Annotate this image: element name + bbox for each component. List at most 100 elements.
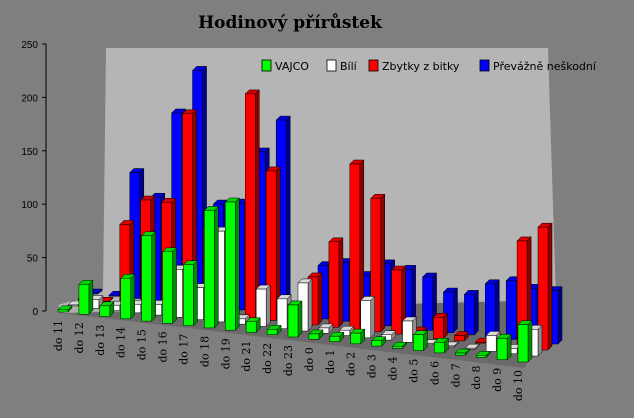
bar [141,231,157,322]
legend-item: Převážně neškodní [479,59,597,73]
bar-front [141,235,152,322]
y-tick-label: 250 [21,40,38,51]
bar-front [464,294,475,336]
bar [244,89,260,319]
bar-side [370,295,375,339]
x-tick-label: do 13 [94,325,107,356]
bar-front [108,295,120,297]
y-axis: 0 50 100 150 200 250 [21,40,47,318]
bar [57,305,73,313]
bar-side [317,272,323,326]
x-tick-label: do 5 [407,359,420,383]
bar-front [371,340,382,347]
bar [182,260,199,327]
bar-front [360,300,371,339]
bar-front [485,335,497,352]
y-tick-label: 150 [21,147,38,158]
bar-front [496,338,508,360]
bar-front [245,321,257,333]
chart-title: Hodinový přírůstek [198,12,383,33]
bar-front [517,324,529,363]
bar-side [380,193,385,333]
bar-front [505,280,517,340]
x-tick-label: do 9 [491,368,504,392]
bar-front [225,201,236,331]
bar [391,265,407,335]
x-tick-label: do 10 [512,370,525,401]
bar-front [434,341,445,354]
bar-front [99,305,111,317]
bar-side [537,324,543,357]
bar-front [287,304,299,338]
bar [475,350,491,359]
bar-side [453,287,458,334]
bar-side [443,312,448,340]
bar [99,301,115,318]
bar-front [328,241,340,328]
x-axis: do 11 do 12 do 13 do 14 do 15 do 16 do 17 do 18… [52,320,525,401]
bar-front [162,251,173,324]
bar [161,247,178,324]
bar [297,278,313,332]
x-tick-label: do 23 [282,345,295,376]
x-tick-label: do 11 [52,320,65,351]
bar [350,328,366,345]
bar-front [266,329,278,335]
bar-front [255,288,267,327]
bar [412,330,429,352]
bar [517,320,533,363]
bar-front [204,210,215,329]
bar [496,333,512,361]
bar-front [265,170,277,321]
bar [224,197,240,331]
x-tick-label: do 12 [73,322,86,353]
bar-side [265,284,271,328]
bar-front [485,283,496,338]
bar [432,312,449,340]
bar-front [57,309,69,313]
bar-side [506,333,512,361]
x-tick-label: do 2 [345,352,358,376]
bar [308,329,324,340]
x-tick-label: do 16 [157,331,170,362]
bar-front [370,198,381,333]
x-tick-label: do 15 [136,329,149,360]
legend-label: VAJCO [275,60,309,73]
x-tick-label: do 0 [303,347,316,371]
bar [120,273,136,320]
bar-side [285,115,291,316]
legend: VAJCO Bílí Zbytky z bitky Převážně neškodní [261,59,597,73]
bar-front [422,276,433,331]
y-tick-label: 100 [21,200,38,211]
legend-label: Zbytky z bitky [382,60,460,73]
legend-label: Bílí [340,60,358,73]
bar-front [183,264,194,326]
bar [245,317,261,334]
legend-swatch [326,59,337,72]
bar [265,166,281,322]
bar [370,193,386,333]
bar-side [297,300,303,338]
bar [287,300,303,338]
bar-front [350,332,361,345]
bar [371,336,387,347]
x-tick-label: do 1 [324,350,337,374]
bar-side [307,278,313,332]
bar-side [474,289,479,336]
bar [255,284,271,328]
bar-front [537,226,549,351]
bar-side [88,279,94,315]
legend-item: Zbytky z bitky [368,59,460,73]
bar [464,343,480,350]
bar-side [151,231,156,322]
bar [203,205,219,329]
bar [391,341,408,349]
y-tick-label: 0 [32,307,38,318]
bar [516,236,532,349]
x-tick-label: do 4 [387,356,400,380]
bar-front [402,320,413,343]
bar [454,348,470,356]
bar-front [67,304,79,307]
bar [433,337,449,354]
x-tick-label: do 8 [470,365,483,389]
